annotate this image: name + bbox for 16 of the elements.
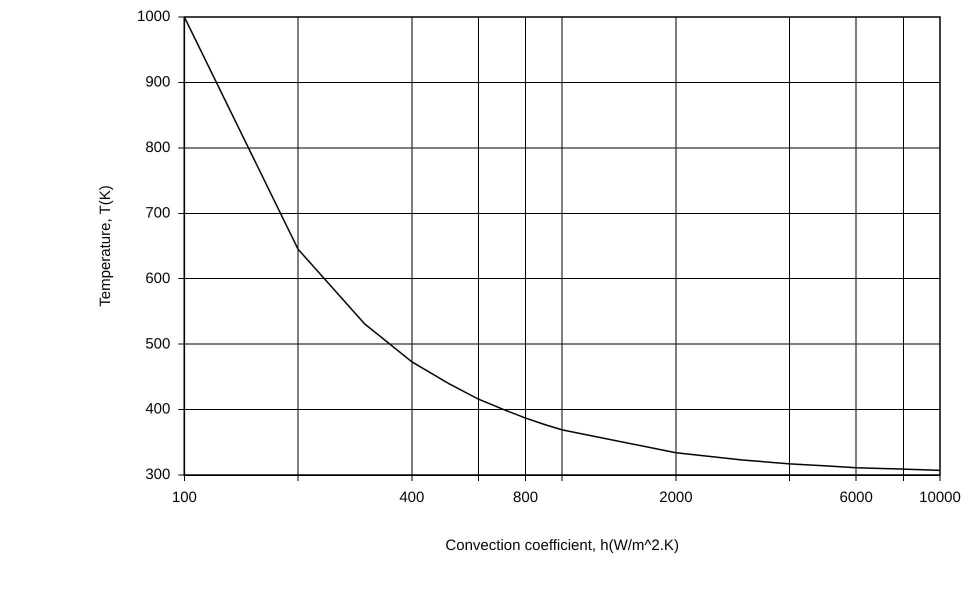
x-tick-label: 10000 [919, 489, 961, 506]
x-tick-label: 800 [513, 489, 538, 506]
x-tick-label: 400 [399, 489, 424, 506]
x-axis-title: Convection coefficient, h(W/m^2.K) [445, 537, 679, 554]
y-tick-label: 700 [145, 204, 170, 222]
y-tick-label: 300 [145, 466, 170, 484]
x-tick-label: 100 [172, 489, 197, 506]
y-tick-label: 500 [145, 335, 170, 352]
y-tick-label: 1000 [136, 8, 170, 26]
y-tick-label: 800 [145, 139, 170, 156]
y-axis-title: Temperature, T(K) [97, 185, 114, 307]
y-tick-label: 400 [145, 400, 170, 418]
y-tick-label: 600 [145, 270, 170, 287]
y-tick-label: 900 [145, 74, 170, 91]
x-tick-label: 2000 [659, 489, 693, 506]
x-tick-label: 6000 [839, 489, 873, 506]
